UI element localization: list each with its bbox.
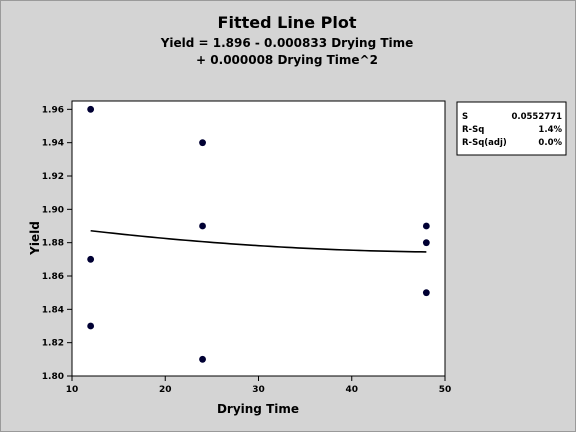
x-tick-label: 30 <box>252 385 265 395</box>
chart-subtitle-line-1: Yield = 1.896 - 0.000833 Drying Time <box>160 36 414 50</box>
stat-value-rsq: 1.4% <box>538 125 562 135</box>
fit-line <box>90 229 427 253</box>
x-axis-label: Drying Time <box>217 402 299 416</box>
x-tick-label: 50 <box>439 385 452 395</box>
chart-subtitle-line-2: + 0.000008 Drying Time^2 <box>196 53 378 67</box>
y-tick-label: 1.96 <box>42 105 64 115</box>
fitted-line <box>90 229 427 253</box>
plot-area <box>71 100 446 377</box>
data-point <box>87 255 95 263</box>
stat-label-rsq-adj: R-Sq(adj) <box>462 138 507 148</box>
x-tick-label: 40 <box>345 385 358 395</box>
y-tick-label: 1.94 <box>42 139 64 149</box>
data-point <box>87 322 95 330</box>
y-tick-label: 1.80 <box>42 372 64 382</box>
stats-box <box>456 101 567 156</box>
chart-title: Fitted Line Plot <box>218 13 357 32</box>
y-tick-label: 1.90 <box>42 205 64 215</box>
data-point <box>422 222 430 230</box>
y-axis-ticks: 1.80 1.82 1.84 1.86 1.88 1.90 1.92 1.94 1.96 <box>42 105 72 382</box>
y-tick-label: 1.88 <box>42 239 64 249</box>
stat-value-s: 0.0552771 <box>511 112 562 122</box>
y-tick-label: 1.92 <box>42 172 64 182</box>
y-axis-label: Yield <box>28 221 42 256</box>
data-point <box>199 139 206 147</box>
stat-label-s: S <box>462 112 468 122</box>
data-point <box>87 105 95 113</box>
data-point <box>199 355 206 363</box>
y-tick-label: 1.82 <box>42 339 64 349</box>
y-tick-label: 1.84 <box>42 305 64 315</box>
y-tick-label: 1.86 <box>42 272 64 282</box>
data-point <box>422 239 430 247</box>
x-tick-label: 20 <box>159 385 172 395</box>
stat-label-rsq: R-Sq <box>462 125 484 135</box>
data-points <box>87 105 430 363</box>
stat-value-rsq-adj: 0.0% <box>538 138 562 148</box>
x-axis-ticks: 10 20 30 40 50 <box>66 376 452 395</box>
data-point <box>199 222 206 230</box>
x-tick-label: 10 <box>66 385 79 395</box>
data-point <box>422 289 430 297</box>
